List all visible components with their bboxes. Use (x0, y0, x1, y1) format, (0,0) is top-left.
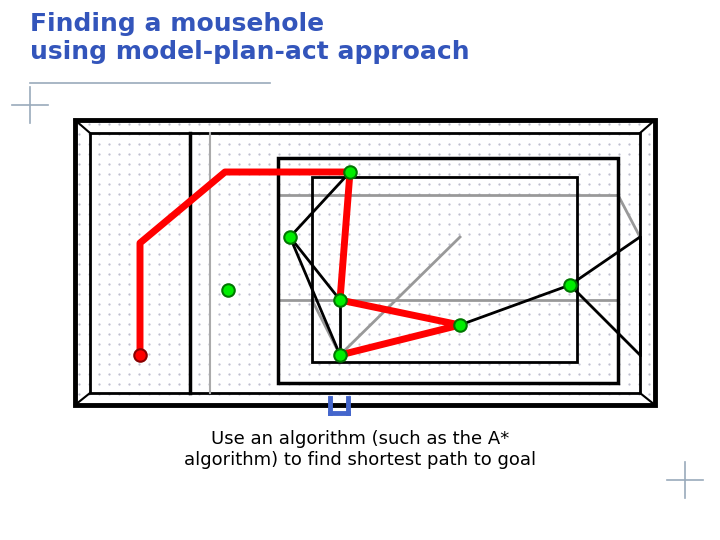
Text: Finding a mousehole
using model-plan-act approach: Finding a mousehole using model-plan-act… (30, 12, 469, 64)
Bar (75, 120, 655, 405)
Text: Use an algorithm (such as the A*
algorithm) to find shortest path to goal: Use an algorithm (such as the A* algorit… (184, 430, 536, 469)
Bar (90, 133, 640, 393)
Bar (278, 158, 618, 383)
Bar (312, 177, 577, 362)
